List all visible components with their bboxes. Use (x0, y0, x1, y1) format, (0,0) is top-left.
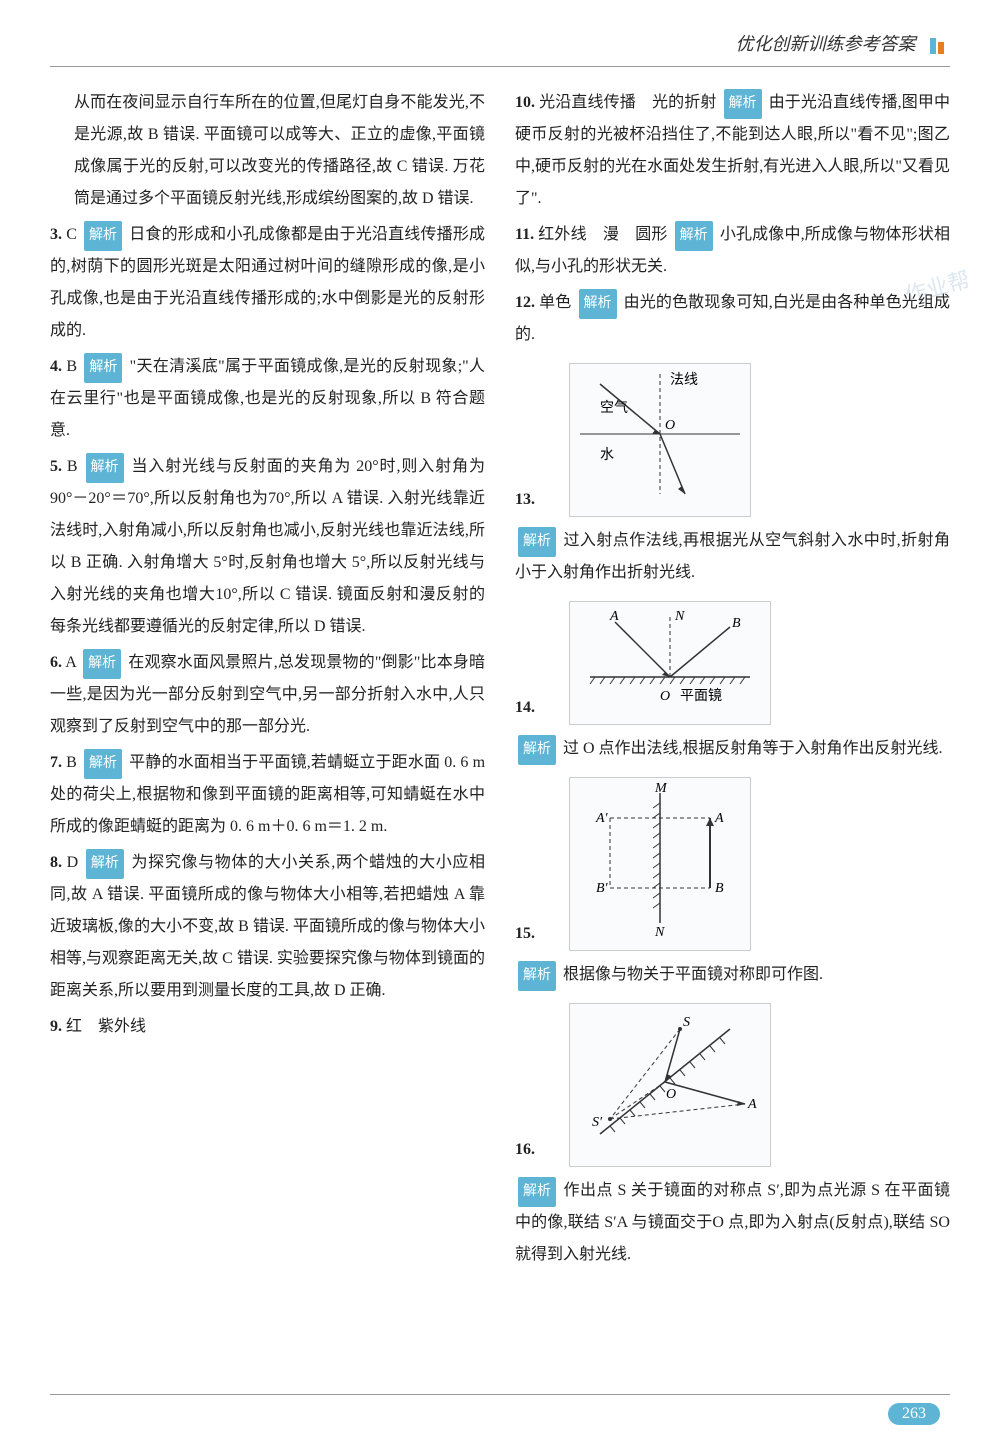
jiexi-badge: 解析 (579, 289, 617, 319)
q7: 7. B 解析 平静的水面相当于平面镜,若蜻蜓立于距水面 0. 6 m 处的荷尖… (50, 747, 485, 843)
q12: 12. 单色 解析 由光的色散现象可知,白光是由各种单色光组成的. (515, 287, 950, 351)
q4-ans: B (66, 358, 77, 375)
q12-ans: 单色 (539, 294, 571, 311)
jiexi-badge: 解析 (83, 649, 121, 679)
q14-num: 14. (515, 699, 535, 716)
left-column: 从而在夜间显示自行车所在的位置,但尾灯自身不能发光,不是光源,故 B 错误. 平… (50, 87, 485, 1275)
jiexi-badge: 解析 (84, 749, 122, 779)
q15-N: N (654, 925, 665, 938)
q15-A: A (714, 811, 724, 826)
jiexi-badge: 解析 (84, 221, 122, 251)
q3: 3. C 解析 日食的形成和小孔成像都是由于光沿直线传播形成的,树荫下的圆形光斑… (50, 219, 485, 347)
q16-diagram: S S′ O A (569, 1003, 771, 1167)
jiexi-badge: 解析 (86, 849, 124, 879)
q8-ans: D (67, 854, 79, 871)
q8: 8. D 解析 为探究像与物体的大小关系,两个蜡烛的大小应相同,故 A 错误. … (50, 847, 485, 1007)
q9-ans: 红 紫外线 (66, 1018, 146, 1035)
q13-diagram: 空气 法线 水 O (569, 363, 751, 517)
q15: 15. M N A A′ (515, 769, 950, 991)
q15-exp: 根据像与物关于平面镜对称即可作图. (563, 966, 823, 983)
jiexi-badge: 解析 (724, 89, 762, 119)
q14-A: A (609, 609, 619, 624)
q9: 9. 红 紫外线 (50, 1011, 485, 1043)
jiexi-badge: 解析 (518, 527, 556, 557)
q13-air: 空气 (600, 400, 628, 416)
header-icon (926, 34, 950, 58)
q13-num: 13. (515, 491, 535, 508)
q14-diagram: A N B O 平面镜 (569, 601, 771, 725)
q14-N: N (674, 609, 685, 624)
q13-O: O (665, 418, 675, 433)
q8-num: 8. (50, 854, 62, 871)
q13-exp: 过入射点作法线,再根据光从空气斜射入水中时,折射角小于入射角作出折射光线. (515, 532, 950, 581)
q14: 14. A N B O (515, 593, 950, 765)
q12-num: 12. (515, 294, 535, 311)
q9-num: 9. (50, 1018, 62, 1035)
q16-num: 16. (515, 1141, 535, 1158)
q14-exp: 过 O 点作出法线,根据反射角等于入射角作出反射光线. (563, 740, 943, 757)
q11-num: 11. (515, 226, 534, 243)
q3-ans: C (66, 226, 77, 243)
q15-M: M (654, 781, 668, 796)
q14-O: O (660, 689, 670, 704)
q16-A: A (747, 1097, 757, 1112)
q10: 10. 光沿直线传播 光的折射 解析 由于光沿直线传播,图甲中硬币反射的光被杯沿… (515, 87, 950, 215)
q11: 11. 红外线 漫 圆形 解析 小孔成像中,所成像与物体形状相似,与小孔的形状无… (515, 219, 950, 283)
pre-text: 从而在夜间显示自行车所在的位置,但尾灯自身不能发光,不是光源,故 B 错误. 平… (50, 87, 485, 215)
q16-exp: 作出点 S 关于镜面的对称点 S′,即为点光源 S 在平面镜中的像,联结 S′A… (515, 1182, 950, 1263)
q3-num: 3. (50, 226, 62, 243)
q16-S: S (683, 1015, 690, 1030)
q6-num: 6. (50, 654, 62, 671)
q16-O: O (666, 1087, 676, 1102)
q15-B: B (715, 881, 724, 896)
q16-Sp: S′ (592, 1115, 603, 1130)
q5-ans: B (67, 458, 78, 475)
q5: 5. B 解析 当入射光线与反射面的夹角为 20°时,则入射角为 90°－20°… (50, 451, 485, 643)
q5-exp: 当入射光线与反射面的夹角为 20°时,则入射角为 90°－20°＝70°,所以反… (50, 458, 485, 635)
page-header: 优化创新训练参考答案 (50, 30, 950, 67)
header-title: 优化创新训练参考答案 (736, 34, 916, 54)
q15-Bp: B′ (596, 881, 609, 896)
q7-num: 7. (50, 754, 62, 771)
jiexi-badge: 解析 (675, 221, 713, 251)
jiexi-badge: 解析 (518, 961, 556, 991)
q4: 4. B 解析 "天在清溪底"属于平面镜成像,是光的反射现象;"人在云里行"也是… (50, 351, 485, 447)
q13: 13. 空气 法线 水 O 解 (515, 355, 950, 589)
q13-normal: 法线 (670, 372, 698, 388)
q13-water: 水 (600, 447, 614, 463)
q5-num: 5. (50, 458, 62, 475)
q16: 16. (515, 995, 950, 1271)
q4-num: 4. (50, 358, 62, 375)
jiexi-badge: 解析 (518, 1177, 556, 1207)
q15-Ap: A′ (595, 811, 609, 826)
q14-B: B (732, 616, 741, 631)
q6-ans: A (65, 654, 76, 671)
q11-ans: 红外线 漫 圆形 (538, 226, 667, 243)
q7-ans: B (66, 754, 77, 771)
jiexi-badge: 解析 (518, 735, 556, 765)
q10-num: 10. (515, 94, 535, 111)
jiexi-badge: 解析 (86, 453, 124, 483)
jiexi-badge: 解析 (84, 353, 122, 383)
footer-line (50, 1394, 950, 1395)
q6: 6. A 解析 在观察水面风景照片,总发现景物的"倒影"比本身暗一些,是因为光一… (50, 647, 485, 743)
q15-diagram: M N A A′ B B′ (569, 777, 751, 951)
q14-mirror: 平面镜 (680, 688, 722, 704)
page-number: 263 (888, 1403, 940, 1425)
right-column: 10. 光沿直线传播 光的折射 解析 由于光沿直线传播,图甲中硬币反射的光被杯沿… (515, 87, 950, 1275)
q15-num: 15. (515, 925, 535, 942)
q10-ans: 光沿直线传播 光的折射 (539, 94, 716, 111)
